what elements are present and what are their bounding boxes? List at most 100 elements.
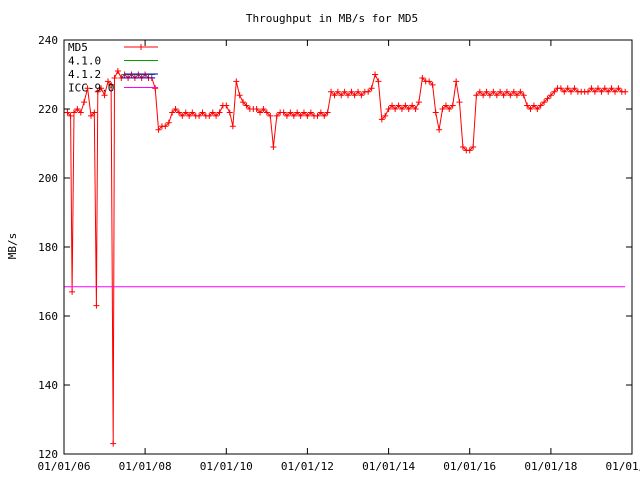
y-axis-label: MB/s xyxy=(6,233,19,260)
data-point xyxy=(493,92,500,99)
data-point xyxy=(152,85,159,92)
data-point xyxy=(283,112,290,119)
data-point xyxy=(524,102,531,109)
data-point xyxy=(365,88,372,95)
data-point xyxy=(459,143,466,150)
data-point xyxy=(294,109,301,116)
data-point xyxy=(331,92,338,99)
data-point xyxy=(591,88,598,95)
y-tick-label: 220 xyxy=(38,103,58,116)
data-point xyxy=(328,88,335,95)
data-point xyxy=(64,109,71,116)
data-point xyxy=(541,99,548,106)
data-point xyxy=(571,85,578,92)
series-layer xyxy=(64,68,629,447)
data-point xyxy=(165,119,172,126)
data-point xyxy=(348,88,355,95)
data-point xyxy=(372,71,379,78)
data-point xyxy=(473,92,480,99)
data-point xyxy=(466,147,473,154)
y-tick-label: 160 xyxy=(38,310,58,323)
chart-title: Throughput in MB/s for MD5 xyxy=(246,12,418,25)
data-point xyxy=(175,109,182,116)
data-point xyxy=(507,92,514,99)
x-tick-label: 01/01/18 xyxy=(524,460,577,473)
x-tick-label: 01/01/20 xyxy=(606,460,640,473)
data-point xyxy=(273,112,280,119)
data-point xyxy=(520,92,527,99)
data-point xyxy=(568,88,575,95)
data-point xyxy=(608,85,615,92)
data-point xyxy=(456,99,463,106)
data-point xyxy=(476,88,483,95)
data-point xyxy=(585,88,592,95)
data-point xyxy=(196,112,203,119)
data-point xyxy=(419,74,426,81)
data-point xyxy=(297,112,304,119)
data-point xyxy=(304,112,311,119)
data-point xyxy=(345,92,352,99)
data-point xyxy=(91,109,98,116)
data-point xyxy=(253,106,260,112)
data-point xyxy=(290,112,297,119)
data-point xyxy=(453,78,460,85)
data-point xyxy=(169,109,176,116)
data-point xyxy=(111,74,118,81)
data-point xyxy=(338,92,345,99)
x-tick-label: 01/01/12 xyxy=(281,460,334,473)
data-point xyxy=(480,92,487,99)
data-point xyxy=(104,78,111,85)
data-point xyxy=(382,112,389,119)
data-point xyxy=(206,112,213,119)
data-point xyxy=(87,112,94,119)
data-point xyxy=(497,88,504,95)
x-tick-label: 01/01/10 xyxy=(200,460,253,473)
data-point xyxy=(358,92,365,99)
data-point xyxy=(601,85,608,92)
data-point xyxy=(405,106,412,112)
data-point xyxy=(392,106,399,112)
data-point xyxy=(77,109,84,116)
x-tick-label: 01/01/06 xyxy=(38,460,91,473)
data-point xyxy=(155,126,162,133)
data-point xyxy=(321,112,328,119)
data-point xyxy=(517,88,524,95)
data-point xyxy=(490,88,497,95)
data-point xyxy=(229,123,236,130)
data-point xyxy=(605,88,612,95)
data-point xyxy=(402,102,409,109)
data-point xyxy=(483,88,490,95)
data-point xyxy=(307,109,314,116)
data-point xyxy=(557,85,564,92)
data-point xyxy=(70,109,77,116)
y-tick-label: 140 xyxy=(38,379,58,392)
data-point xyxy=(300,109,307,116)
data-point xyxy=(615,85,622,92)
data-point xyxy=(189,109,196,116)
data-point xyxy=(108,81,115,88)
data-point xyxy=(341,88,348,95)
data-point xyxy=(534,106,541,112)
data-point xyxy=(486,92,493,99)
data-point xyxy=(429,81,436,88)
data-point xyxy=(378,116,385,123)
data-point xyxy=(162,123,169,130)
data-point xyxy=(439,106,446,112)
data-point xyxy=(527,106,534,112)
y-tick-label: 200 xyxy=(38,172,58,185)
data-point xyxy=(84,85,91,92)
data-point xyxy=(314,112,321,119)
x-tick-label: 01/01/08 xyxy=(119,460,172,473)
data-point xyxy=(426,78,433,85)
data-point xyxy=(513,92,520,99)
legend-marker xyxy=(138,44,144,50)
data-point xyxy=(503,88,510,95)
data-point xyxy=(385,106,392,112)
data-point xyxy=(334,88,341,95)
data-point xyxy=(530,102,537,109)
data-point xyxy=(243,102,250,109)
data-point xyxy=(324,109,331,116)
data-point xyxy=(93,302,100,309)
